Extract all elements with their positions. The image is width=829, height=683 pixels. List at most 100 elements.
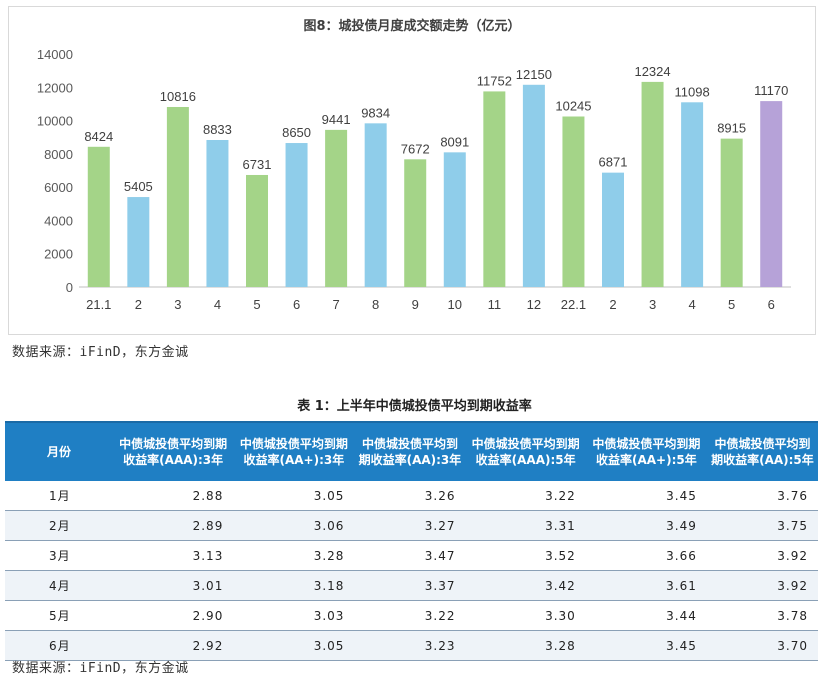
yield-cell: 3.01 <box>113 570 234 601</box>
yield-cell: 3.18 <box>233 570 355 601</box>
data-label: 11098 <box>675 84 710 99</box>
yield-cell: 3.27 <box>354 510 466 541</box>
y-tick-label: 12000 <box>37 80 73 95</box>
yield-cell: 3.61 <box>585 570 707 601</box>
y-tick-label: 14000 <box>37 47 73 62</box>
chart-title: 图8：城投债月度成交额走势（亿元） <box>303 19 521 34</box>
header-aaa-5y: 中债城投债平均到期收益率(AAA):5年 <box>465 421 586 481</box>
x-tick-label: 9 <box>412 297 419 312</box>
yield-cell: 3.26 <box>354 481 466 511</box>
x-tick-label: 4 <box>214 297 221 312</box>
x-tick-label: 22.1 <box>561 297 586 312</box>
yield-cell: 2.89 <box>113 510 234 541</box>
table-title: 表 1：上半年中债城投债平均到期收益率 <box>297 399 532 414</box>
table-row: 2月 2.89 3.06 3.27 3.31 3.49 3.75 <box>5 510 818 541</box>
bar <box>641 81 664 287</box>
bar <box>364 123 387 288</box>
data-label: 6731 <box>243 157 272 172</box>
x-tick-label: 2 <box>609 297 616 312</box>
yield-cell: 3.05 <box>233 481 355 511</box>
data-label: 12150 <box>516 67 552 82</box>
yield-cell: 3.22 <box>465 481 586 511</box>
yield-cell: 3.28 <box>233 540 355 571</box>
x-tick-label: 12 <box>527 297 541 312</box>
table-header-row: 月份 中债城投债平均到期收益率(AAA):3年 中债城投债平均到期收益率(AA+… <box>5 421 818 481</box>
data-label: 8424 <box>84 129 113 144</box>
x-tick-label: 6 <box>768 297 775 312</box>
month-cell: 5月 <box>5 600 113 631</box>
yield-cell: 3.22 <box>354 600 466 631</box>
yield-cell: 3.44 <box>585 600 707 631</box>
yield-cell: 3.76 <box>706 481 818 511</box>
source-note-chart: 数据来源：iFinD，东方金诚 <box>12 345 189 360</box>
yield-cell: 2.90 <box>113 600 234 631</box>
x-tick-label: 7 <box>332 297 339 312</box>
month-cell: 3月 <box>5 540 113 571</box>
x-tick-label: 2 <box>135 297 142 312</box>
x-tick-label: 3 <box>174 297 181 312</box>
x-tick-label: 11 <box>488 297 502 312</box>
table-row: 6月 2.92 3.05 3.23 3.28 3.45 3.70 <box>5 630 818 661</box>
yield-cell: 3.92 <box>706 540 818 571</box>
x-tick-label: 5 <box>253 297 260 312</box>
y-tick-label: 0 <box>66 280 73 295</box>
bar <box>483 91 506 287</box>
month-cell: 2月 <box>5 510 113 541</box>
yield-cell: 3.49 <box>585 510 707 541</box>
yield-cell: 3.30 <box>465 600 586 631</box>
bar <box>681 102 704 287</box>
yield-cell: 3.75 <box>706 510 818 541</box>
data-label: 8833 <box>203 122 232 137</box>
header-aaa-3y: 中债城投债平均到期收益率(AAA):3年 <box>113 421 234 481</box>
data-label: 8091 <box>440 134 469 149</box>
data-label: 6871 <box>599 155 628 170</box>
bar <box>325 129 348 287</box>
yield-cell: 3.06 <box>233 510 355 541</box>
data-label: 7672 <box>401 141 430 156</box>
yield-cell: 3.42 <box>465 570 586 601</box>
yield-cell: 3.31 <box>465 510 586 541</box>
month-cell: 1月 <box>5 481 113 511</box>
x-tick-label: 4 <box>688 297 695 312</box>
x-tick-label: 10 <box>448 297 462 312</box>
table-row: 5月 2.90 3.03 3.22 3.30 3.44 3.78 <box>5 600 818 631</box>
yield-cell: 3.37 <box>354 570 466 601</box>
y-tick-label: 2000 <box>44 247 73 262</box>
x-tick-label: 5 <box>728 297 735 312</box>
bar <box>562 116 585 287</box>
data-label: 5405 <box>124 179 153 194</box>
bar <box>246 174 268 287</box>
data-label: 9441 <box>322 112 351 127</box>
yield-cell: 3.47 <box>354 540 466 571</box>
yield-cell: 3.70 <box>706 630 818 661</box>
yield-cell: 3.45 <box>585 481 707 511</box>
y-tick-label: 6000 <box>44 180 73 195</box>
header-aaplus-3y: 中债城投债平均到期收益率(AA+):3年 <box>233 421 355 481</box>
bar <box>443 152 466 287</box>
y-tick-label: 8000 <box>44 147 73 162</box>
table-body: 1月 2.88 3.05 3.26 3.22 3.45 3.76 2月 2.89 3.06 3.27… <box>5 481 818 661</box>
table-row: 1月 2.88 3.05 3.26 3.22 3.45 3.76 <box>5 481 818 511</box>
bar <box>522 84 545 288</box>
data-label: 8915 <box>717 121 746 136</box>
bar <box>285 143 308 287</box>
data-label: 8650 <box>282 125 311 140</box>
x-tick-label: 8 <box>372 297 379 312</box>
yield-cell: 3.66 <box>585 540 707 571</box>
header-month: 月份 <box>5 421 113 481</box>
yield-cell: 3.13 <box>113 540 234 571</box>
header-aa-3y: 中债城投债平均到期收益率(AA):3年 <box>354 421 466 481</box>
header-aaplus-5y: 中债城投债平均到期收益率(AA+):5年 <box>585 421 707 481</box>
data-label: 11170 <box>754 83 788 98</box>
data-label: 12324 <box>634 64 670 79</box>
source-note-table: 数据来源：iFinD，东方金诚 <box>12 661 189 676</box>
table-row: 4月 3.01 3.18 3.37 3.42 3.61 3.92 <box>5 570 818 601</box>
yield-table: 月份 中债城投债平均到期收益率(AAA):3年 中债城投债平均到期收益率(AA+… <box>5 421 818 661</box>
table-row: 3月 3.13 3.28 3.47 3.52 3.66 3.92 <box>5 540 818 571</box>
header-aa-5y: 中债城投债平均到期收益率(AA):5年 <box>706 421 818 481</box>
yield-cell: 3.03 <box>233 600 355 631</box>
data-label: 9834 <box>361 105 390 120</box>
yield-cell: 3.52 <box>465 540 586 571</box>
month-cell: 4月 <box>5 570 113 601</box>
bar <box>206 139 229 287</box>
